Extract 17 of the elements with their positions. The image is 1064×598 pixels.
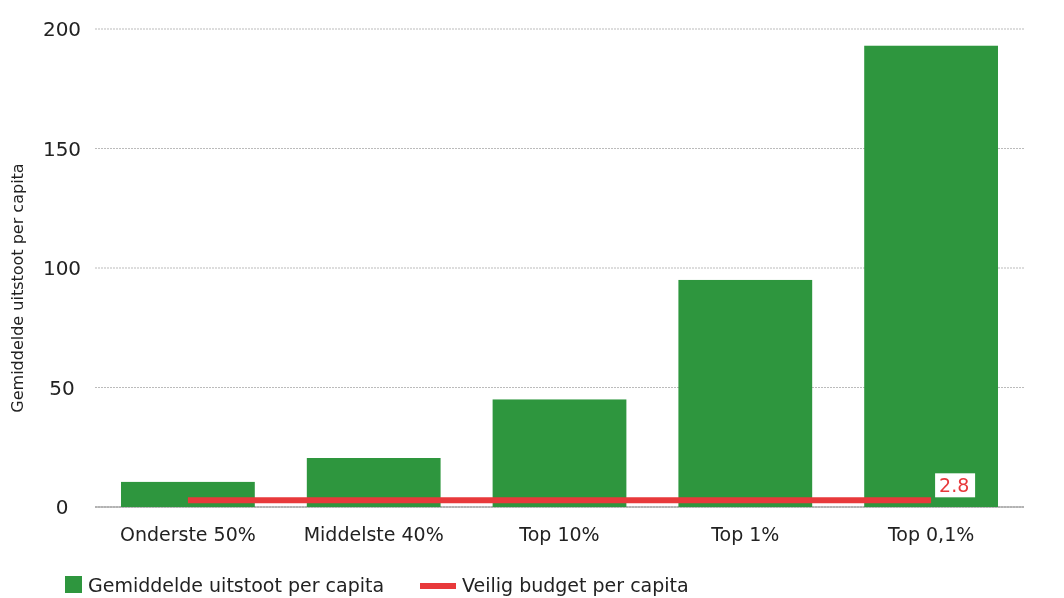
legend-label: Gemiddelde uitstoot per capita [88,574,385,596]
y-tick-label: 150 [42,136,82,161]
bar [492,399,627,507]
y-tick-label: 100 [42,256,82,280]
x-tick-label: Onderste 50% [119,523,256,545]
x-tick-label: Top 1% [710,523,780,545]
y-tick-label: 200 [42,17,82,41]
legend-label: Veilig budget per capita [462,574,689,596]
y-axis-title: Gemiddelde uitstoot per capita [8,163,27,413]
y-tick-label: 0 [55,495,69,519]
x-tick-label: Top 0,1% [886,523,975,545]
y-tick-label: 50 [49,375,75,400]
bar [678,279,813,507]
x-tick-label: Middelste 40% [303,523,444,545]
data-label: 2.8 [939,474,970,497]
x-tick-label: Top 10% [518,523,600,545]
bar [864,45,998,507]
